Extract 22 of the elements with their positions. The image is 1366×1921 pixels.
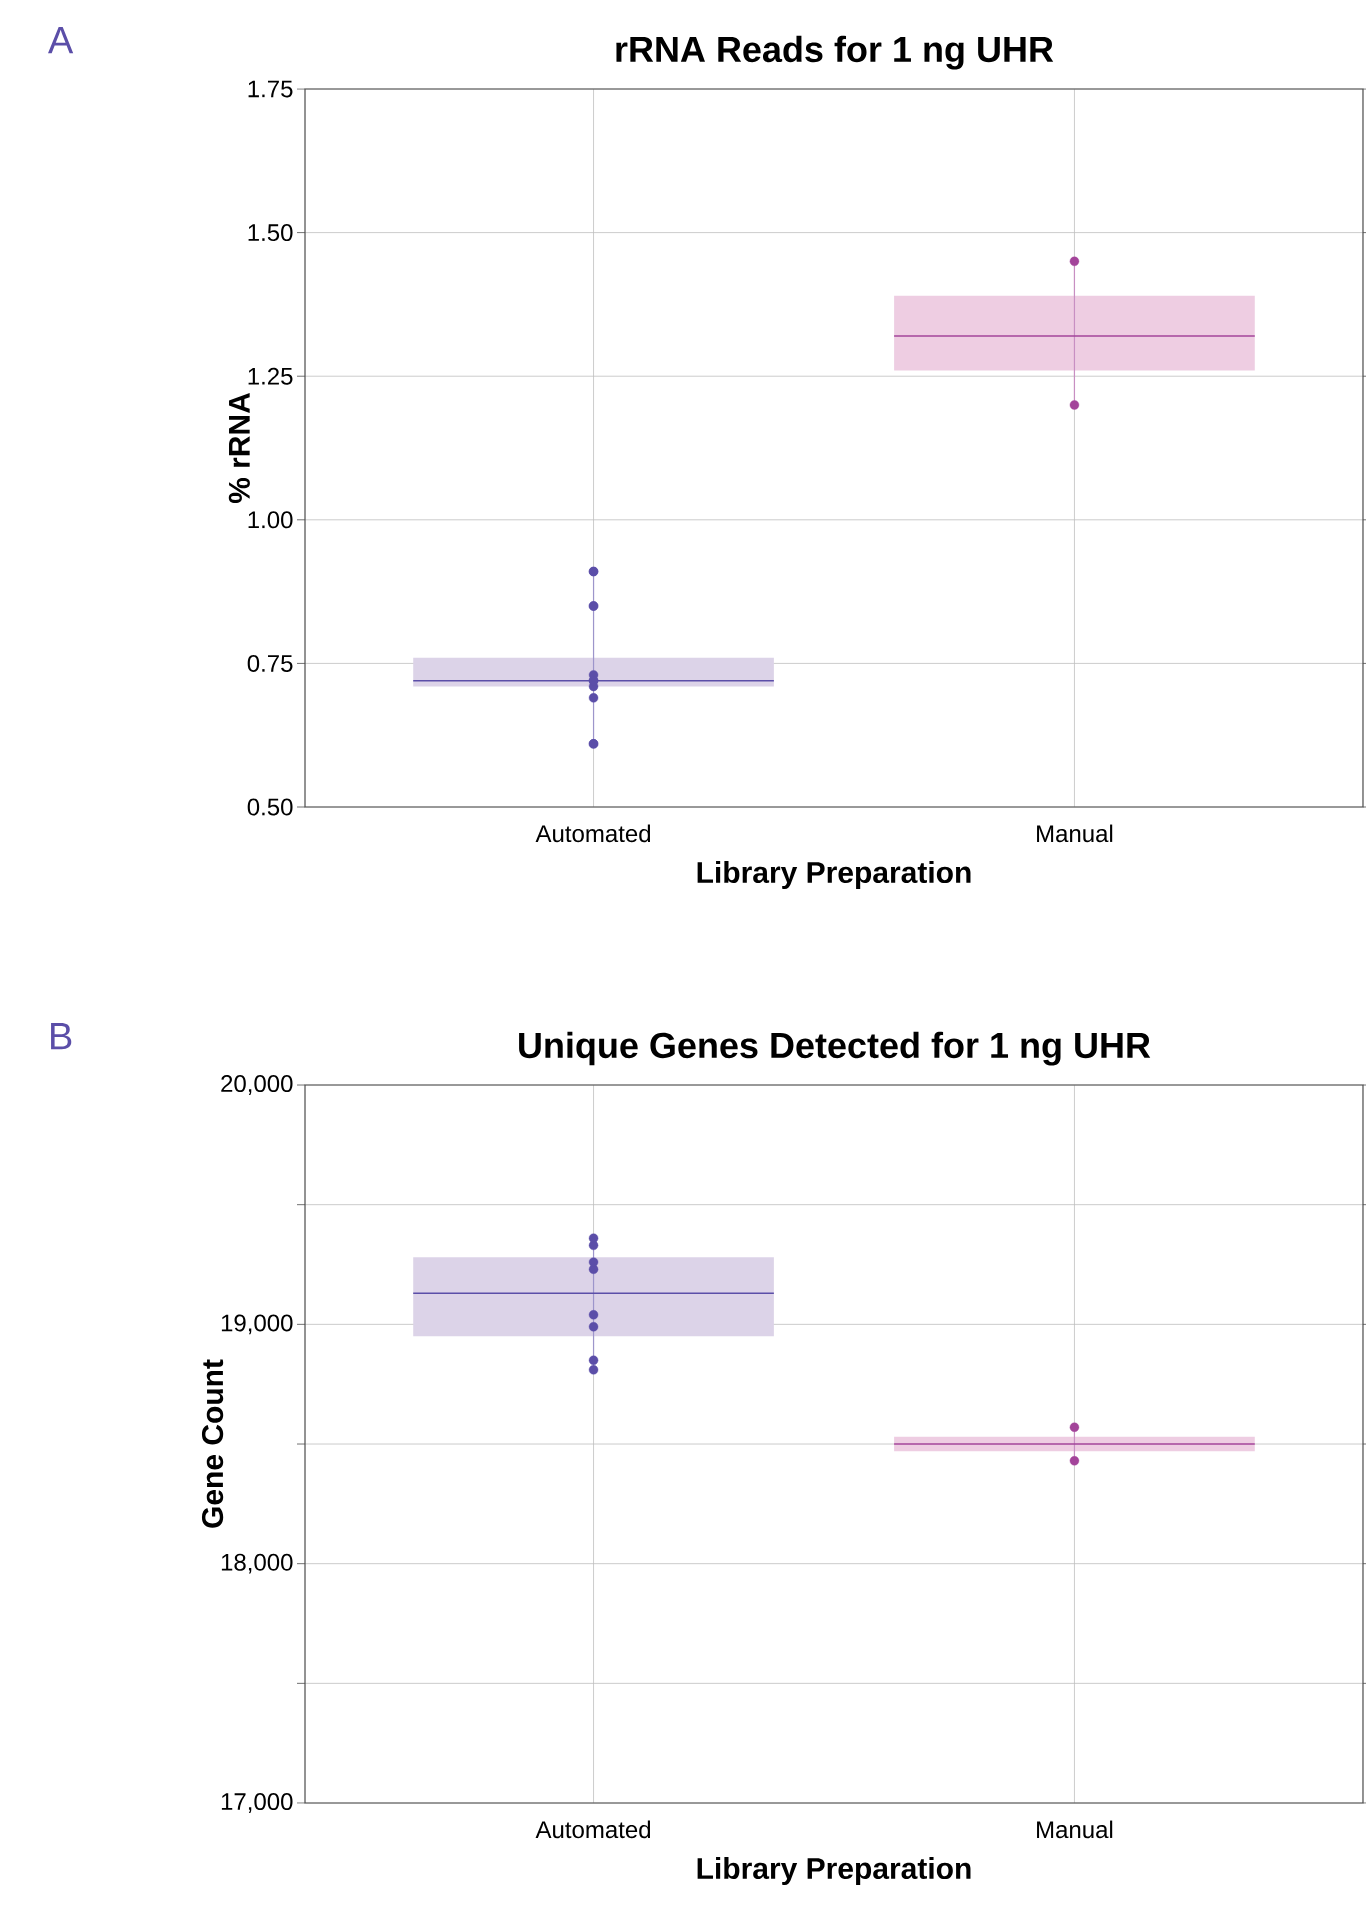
chart-title: Unique Genes Detected for 1 ng UHR (519, 1031, 1151, 1066)
y-tick-label: 1.50 (248, 224, 293, 242)
y-tick-label: 0.50 (247, 798, 293, 816)
x-axis-title: Library Preparation (697, 861, 971, 889)
x-tick-label: Automated (535, 1820, 651, 1839)
x-tick-label: Manual (1037, 824, 1113, 843)
x-tick-label: Manual (1037, 1820, 1113, 1839)
chart-title: rRNA Reads for 1 ng UHR (616, 35, 1054, 70)
y-tick-label: 1.75 (248, 80, 293, 98)
y-tick-label: 18,000 (221, 1553, 293, 1574)
y-tick-label: 0.75 (247, 654, 293, 672)
y-tick-label: 17,000 (221, 1793, 293, 1813)
y-tick-label: 1.25 (248, 367, 293, 385)
text: A (48, 27, 74, 54)
y-axis-title: Gene Count (201, 1359, 224, 1528)
text: B (51, 1023, 72, 1050)
x-tick-label: Automated (535, 824, 651, 843)
y-axis-title: % rRNA (228, 393, 250, 504)
y-tick-label: 19,000 (221, 1314, 293, 1335)
x-axis-title: Library Preparation (697, 1857, 971, 1886)
y-tick-label: 20,000 (221, 1075, 293, 1095)
y-tick-label: 1.00 (248, 511, 293, 529)
